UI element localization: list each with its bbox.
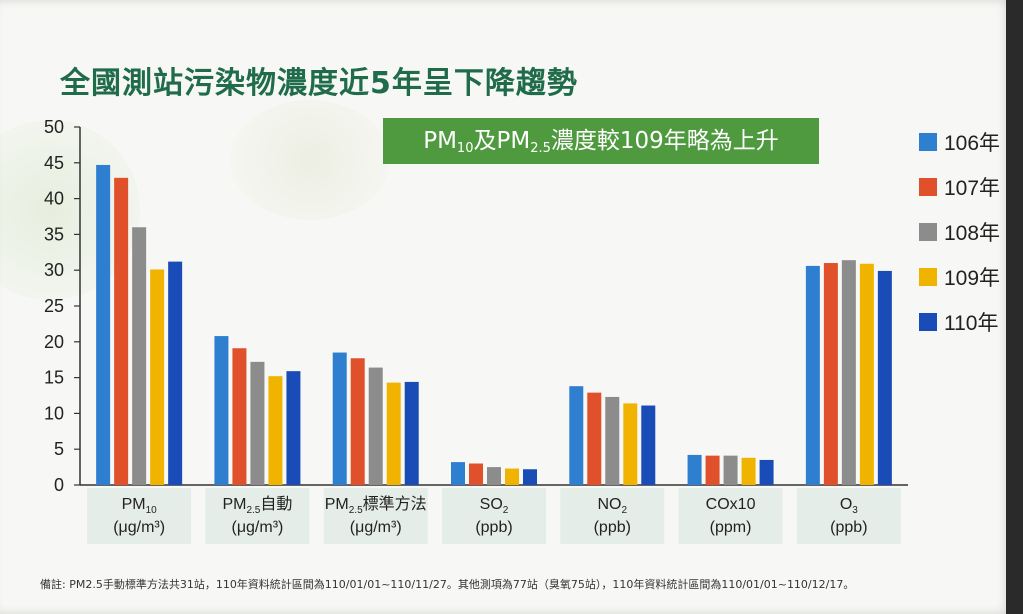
legend-label: 109年 (944, 267, 1000, 290)
category-unit-label: (ppb) (475, 519, 512, 536)
bar-106年-2 (332, 352, 347, 485)
bar-106年-0 (96, 164, 111, 485)
y-tick-label: 35 (44, 224, 64, 244)
bar-107年-3 (469, 463, 483, 485)
bar-110年-2 (404, 381, 419, 485)
bar-109年-0 (150, 269, 165, 485)
bar-107年-2 (350, 358, 365, 485)
bar-107年-1 (232, 348, 247, 485)
category-unit-label: (μg/m³) (113, 519, 165, 536)
bar-108年-5 (723, 455, 738, 485)
y-tick-label: 25 (44, 296, 64, 316)
category-label: COx10 (706, 496, 756, 513)
bar-109年-1 (268, 376, 283, 485)
bar-109年-2 (386, 382, 401, 485)
page-title: 全國測站污染物濃度近5年呈下降趨勢 (60, 66, 578, 101)
y-tick-label: 40 (44, 189, 64, 209)
callout-banner: PM10及PM2.5濃度較109年略為上升 (383, 118, 819, 164)
bar-106年-3 (451, 462, 465, 485)
y-tick-label: 50 (44, 117, 64, 137)
legend-label: 108年 (944, 222, 1000, 245)
category-unit-label: (ppm) (710, 519, 752, 536)
bar-107年-6 (823, 263, 838, 485)
bar-chart: 05101520253035404550PM10(μg/m³)PM2.5自動(μ… (44, 117, 1000, 544)
category-label: PM2.5自動 (222, 495, 292, 516)
bar-106年-1 (214, 336, 229, 485)
category-label-background (323, 488, 428, 544)
bar-106年-6 (805, 265, 820, 485)
callout-text-mid: 及PM (473, 128, 531, 154)
y-tick-label: 45 (44, 153, 64, 173)
callout-text-post: 濃度較109年略為上升 (550, 128, 779, 154)
category-label-background (205, 488, 310, 544)
bar-106年-4 (569, 386, 584, 485)
callout-sub-1: 10 (456, 141, 474, 156)
legend-swatch (919, 133, 937, 151)
bar-110年-4 (641, 405, 656, 485)
callout-sub-2: 2.5 (530, 141, 551, 156)
bar-108年-4 (605, 396, 620, 485)
y-tick-label: 30 (44, 260, 64, 280)
category-label: SO2 (480, 496, 509, 516)
bar-106年-5 (687, 454, 702, 485)
category-unit-label: (μg/m³) (231, 519, 283, 536)
y-tick-label: 20 (44, 332, 64, 352)
bar-108年-1 (250, 361, 265, 485)
y-tick-label: 5 (54, 439, 64, 459)
category-label-background (560, 488, 665, 544)
legend-swatch (919, 178, 937, 196)
legend-label: 106年 (944, 132, 1000, 155)
bar-109年-6 (859, 263, 874, 485)
category-label-background (442, 488, 546, 544)
category-label-background (796, 488, 901, 544)
category-label: O3 (840, 496, 858, 516)
legend-swatch (919, 223, 937, 241)
background-decoration (230, 100, 390, 220)
category-unit-label: (ppb) (594, 519, 631, 536)
y-tick-label: 10 (44, 403, 64, 423)
category-unit-label: (μg/m³) (350, 519, 402, 536)
footnote: 備註: PM2.5手動標準方法共31站，110年資料統計區間為110/01/01… (40, 578, 855, 591)
page-edge (1006, 0, 1023, 614)
bar-109年-3 (505, 468, 519, 485)
category-label: PM10 (122, 496, 158, 516)
bar-108年-0 (132, 227, 147, 486)
callout-text-pre: PM (423, 128, 457, 154)
category-label: NO2 (598, 496, 628, 516)
category-label-background (87, 488, 192, 544)
bar-110年-6 (877, 270, 892, 485)
bar-110年-0 (168, 261, 183, 485)
bar-109年-4 (623, 403, 638, 485)
legend-label: 107年 (944, 177, 1000, 200)
bar-107年-4 (587, 392, 602, 485)
legend-swatch (919, 268, 937, 286)
bar-110年-3 (523, 469, 537, 485)
bar-108年-2 (368, 367, 383, 485)
legend-label: 110年 (944, 312, 998, 335)
bar-107年-5 (705, 455, 720, 485)
y-tick-label: 15 (44, 368, 64, 388)
y-tick-label: 0 (54, 475, 64, 495)
category-unit-label: (ppb) (830, 519, 867, 536)
bar-108年-3 (487, 467, 501, 485)
bar-110年-1 (286, 371, 301, 485)
category-label-background (678, 488, 783, 544)
bar-107年-0 (114, 177, 129, 485)
bar-110年-5 (759, 459, 774, 485)
bar-108年-6 (841, 260, 856, 485)
legend-swatch (919, 313, 937, 331)
category-label: PM2.5標準方法 (325, 495, 427, 516)
bar-109年-5 (741, 457, 756, 485)
